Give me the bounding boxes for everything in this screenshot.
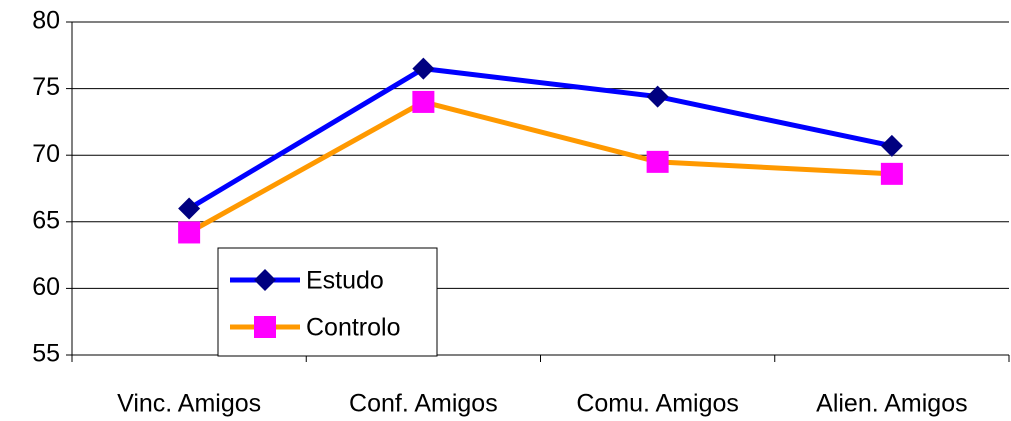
x-tick-label: Alien. Amigos (816, 390, 967, 418)
legend-label: Estudo (306, 267, 384, 295)
point (412, 57, 435, 80)
y-tick-label: 55 (32, 340, 60, 368)
point (880, 162, 903, 185)
point (880, 134, 903, 157)
y-tick-label: 60 (32, 273, 60, 301)
y-tick-label: 80 (32, 7, 60, 35)
x-tick-label: Comu. Amigos (576, 390, 739, 418)
point (178, 197, 201, 220)
legend-label: Controlo (306, 314, 401, 342)
point (178, 221, 201, 244)
x-tick-label: Conf. Amigos (349, 390, 498, 418)
y-tick-label: 70 (32, 140, 60, 168)
legend-marker (254, 316, 276, 338)
y-tick-label: 75 (32, 73, 60, 101)
series-line (187, 99, 893, 235)
x-tick-label: Vinc. Amigos (117, 390, 261, 418)
point (646, 85, 669, 108)
point (412, 90, 435, 113)
legend-marker (254, 269, 276, 291)
point (646, 150, 669, 173)
y-tick-label: 65 (32, 206, 60, 234)
series-line (187, 66, 893, 211)
